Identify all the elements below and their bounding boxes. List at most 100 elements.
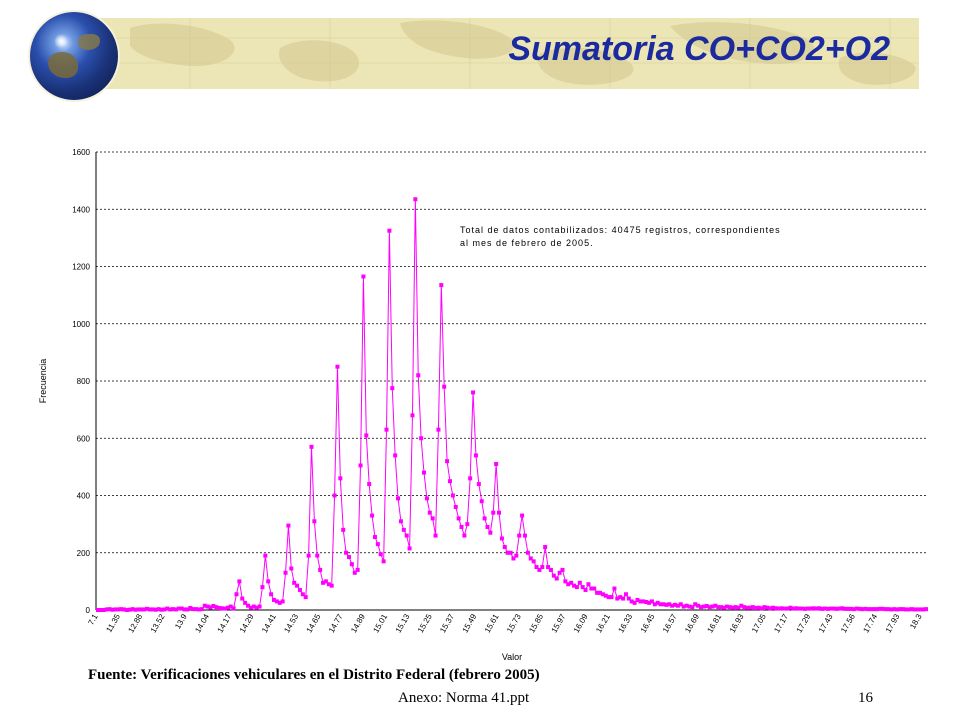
data-point bbox=[407, 546, 412, 551]
data-point bbox=[413, 197, 418, 202]
data-point bbox=[165, 606, 170, 611]
x-tick-label: 17.17 bbox=[772, 612, 790, 634]
x-tick-label: 17.29 bbox=[795, 612, 813, 634]
data-point bbox=[647, 600, 652, 605]
data-point bbox=[791, 606, 796, 611]
data-point bbox=[592, 586, 597, 591]
data-point bbox=[664, 602, 669, 607]
data-point bbox=[150, 607, 155, 612]
data-point bbox=[416, 373, 421, 378]
data-point bbox=[182, 607, 187, 612]
data-point bbox=[321, 580, 326, 585]
data-point bbox=[618, 595, 623, 600]
data-point bbox=[104, 607, 109, 612]
data-point bbox=[600, 592, 605, 597]
data-point bbox=[295, 583, 300, 588]
data-point bbox=[843, 606, 848, 611]
x-tick-label: 18.3 bbox=[908, 612, 924, 630]
data-point bbox=[825, 606, 830, 611]
data-point bbox=[456, 516, 461, 521]
data-point bbox=[860, 607, 865, 612]
data-point bbox=[326, 582, 331, 587]
data-point bbox=[903, 607, 908, 612]
data-point bbox=[840, 606, 845, 611]
world-map-texture bbox=[70, 18, 919, 89]
x-tick-label: 14.65 bbox=[305, 612, 323, 634]
data-point bbox=[482, 516, 487, 521]
data-point bbox=[436, 427, 441, 432]
data-point bbox=[372, 535, 377, 540]
data-point bbox=[551, 573, 556, 578]
data-point bbox=[173, 607, 178, 612]
data-point bbox=[450, 493, 455, 498]
data-point bbox=[675, 603, 680, 608]
data-point bbox=[802, 606, 807, 611]
x-tick-label: 17.56 bbox=[839, 612, 857, 634]
data-point bbox=[292, 580, 297, 585]
data-point bbox=[704, 603, 709, 608]
data-point bbox=[635, 597, 640, 602]
data-point bbox=[597, 590, 602, 595]
x-tick-label: 15.49 bbox=[461, 612, 479, 634]
data-point bbox=[693, 602, 698, 607]
data-point bbox=[462, 533, 467, 538]
data-point bbox=[722, 605, 727, 610]
data-point bbox=[534, 565, 539, 570]
data-point bbox=[473, 453, 478, 458]
data-point bbox=[779, 606, 784, 611]
data-point bbox=[274, 599, 279, 604]
data-point bbox=[300, 592, 305, 597]
data-point bbox=[733, 605, 738, 610]
data-point bbox=[589, 586, 594, 591]
x-tick-label: 14.77 bbox=[327, 612, 345, 634]
data-point bbox=[670, 603, 675, 608]
data-point bbox=[508, 550, 513, 555]
data-point bbox=[214, 605, 219, 610]
data-point bbox=[153, 607, 158, 612]
x-tick-label: 17.93 bbox=[884, 612, 902, 634]
x-tick-label: 17.74 bbox=[861, 612, 879, 634]
data-point bbox=[121, 607, 126, 612]
data-point bbox=[228, 604, 233, 609]
data-point bbox=[811, 606, 816, 611]
x-tick-label: 16.93 bbox=[728, 612, 746, 634]
x-tick-label: 15.97 bbox=[550, 612, 568, 634]
data-point bbox=[234, 592, 239, 597]
data-point bbox=[805, 606, 810, 611]
data-point bbox=[271, 597, 276, 602]
data-point bbox=[494, 462, 499, 467]
data-point bbox=[136, 607, 141, 612]
data-point bbox=[269, 592, 274, 597]
data-point bbox=[834, 606, 839, 611]
data-point bbox=[502, 545, 507, 550]
data-point bbox=[872, 607, 877, 612]
data-point bbox=[759, 606, 764, 611]
data-point bbox=[900, 607, 905, 612]
data-point bbox=[318, 567, 323, 572]
data-point bbox=[442, 384, 447, 389]
data-point bbox=[101, 608, 106, 612]
data-point bbox=[771, 605, 776, 610]
data-point bbox=[557, 570, 562, 575]
data-point bbox=[370, 513, 375, 518]
data-point bbox=[724, 604, 729, 609]
y-tick-label: 400 bbox=[77, 492, 91, 501]
data-point bbox=[127, 607, 132, 612]
data-point bbox=[756, 605, 761, 610]
data-point bbox=[505, 550, 510, 555]
data-point bbox=[837, 606, 842, 611]
data-point bbox=[116, 607, 121, 612]
data-point bbox=[243, 600, 248, 605]
data-point bbox=[528, 556, 533, 561]
data-point bbox=[196, 607, 201, 612]
data-point bbox=[580, 585, 585, 590]
x-tick-label: 16.81 bbox=[705, 612, 723, 634]
x-tick-label: 12.88 bbox=[126, 612, 144, 634]
data-point bbox=[147, 607, 152, 612]
data-point bbox=[479, 499, 484, 504]
data-point bbox=[603, 593, 608, 598]
data-point bbox=[762, 605, 767, 610]
data-point bbox=[171, 607, 176, 612]
x-tick-label: 15.73 bbox=[505, 612, 523, 634]
